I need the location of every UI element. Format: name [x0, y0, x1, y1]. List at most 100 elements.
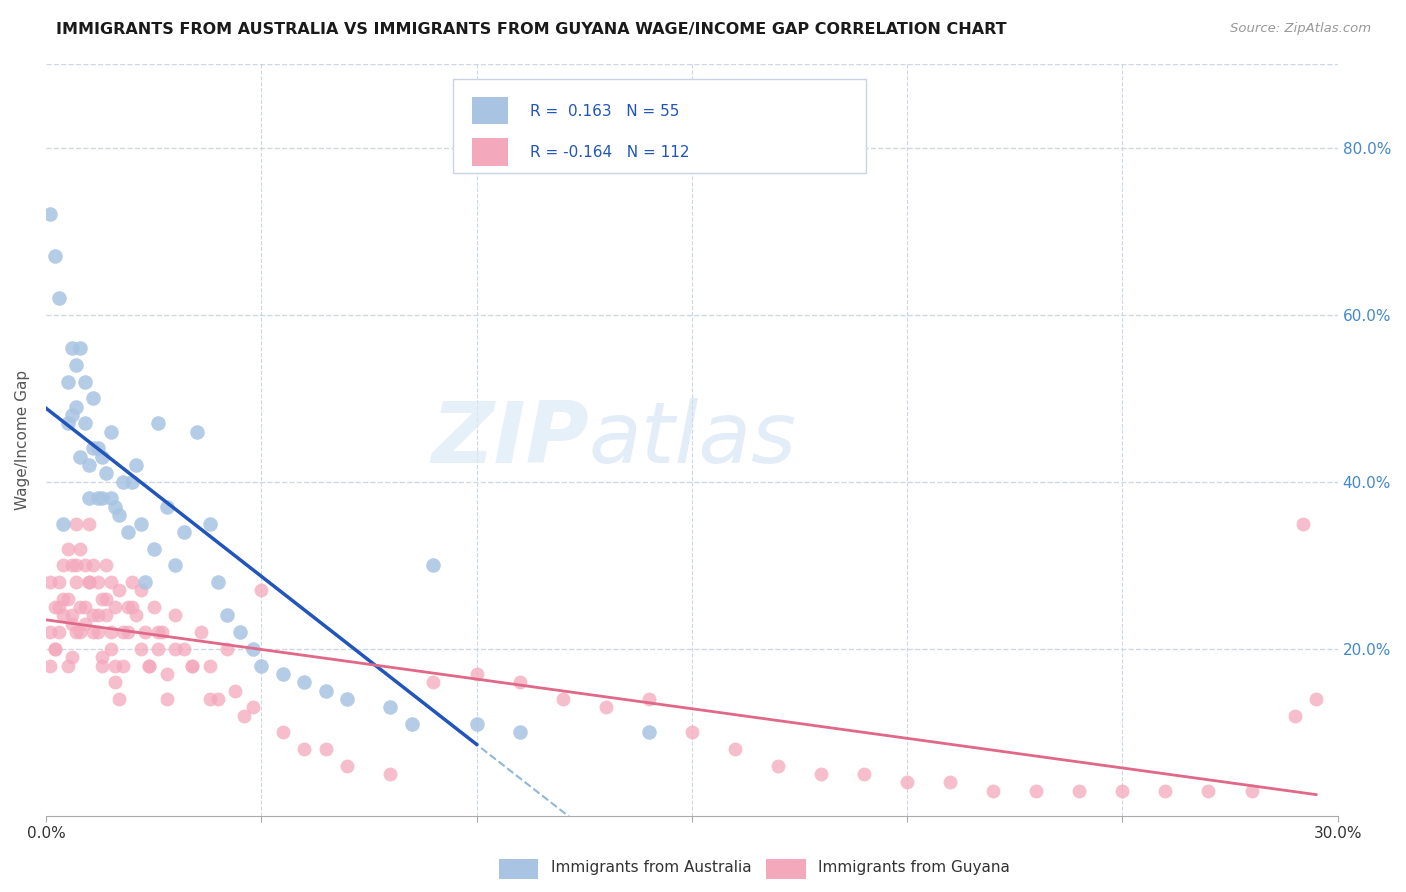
Point: [108, 692, 131, 706]
Point: [65, 400, 87, 414]
Point: [181, 658, 204, 673]
Point: [1292, 516, 1315, 531]
Point: [56, 591, 79, 606]
FancyBboxPatch shape: [472, 138, 509, 166]
Point: [595, 700, 617, 714]
Point: [401, 717, 423, 731]
Point: [69, 450, 91, 464]
FancyBboxPatch shape: [453, 79, 866, 173]
Point: [91, 658, 114, 673]
Point: [65, 358, 87, 372]
Point: [233, 708, 256, 723]
Point: [1305, 692, 1327, 706]
Point: [82, 625, 104, 640]
Text: R = -0.164   N = 112: R = -0.164 N = 112: [530, 145, 690, 160]
Point: [117, 600, 139, 615]
Point: [91, 491, 114, 506]
Point: [336, 692, 359, 706]
Point: [1284, 708, 1306, 723]
Point: [155, 500, 177, 514]
Point: [129, 641, 152, 656]
Point: [155, 692, 177, 706]
Point: [96, 591, 118, 606]
Point: [1111, 784, 1133, 798]
Point: [100, 625, 122, 640]
Point: [1198, 784, 1220, 798]
Point: [242, 641, 264, 656]
Point: [207, 574, 229, 589]
Point: [48, 600, 70, 615]
Point: [91, 591, 114, 606]
Point: [134, 574, 156, 589]
Point: [121, 574, 143, 589]
Point: [39, 207, 62, 221]
Point: [44, 641, 66, 656]
Point: [138, 658, 160, 673]
Point: [69, 625, 91, 640]
Point: [77, 458, 100, 472]
Point: [242, 700, 264, 714]
Point: [73, 558, 96, 573]
FancyBboxPatch shape: [472, 97, 509, 124]
Point: [77, 574, 100, 589]
Point: [198, 516, 221, 531]
Point: [117, 625, 139, 640]
Point: [129, 516, 152, 531]
Point: [56, 658, 79, 673]
Point: [150, 625, 173, 640]
Point: [1069, 784, 1091, 798]
Point: [52, 591, 75, 606]
Point: [250, 658, 273, 673]
Point: [121, 600, 143, 615]
Point: [724, 742, 747, 756]
Point: [637, 692, 659, 706]
Point: [380, 767, 402, 781]
Point: [86, 491, 108, 506]
Point: [336, 758, 359, 772]
Point: [82, 442, 104, 456]
Point: [100, 491, 122, 506]
Point: [155, 666, 177, 681]
Point: [100, 641, 122, 656]
Point: [60, 558, 83, 573]
Point: [104, 658, 127, 673]
Point: [637, 725, 659, 739]
Point: [86, 625, 108, 640]
Point: [125, 608, 148, 623]
Point: [112, 475, 135, 489]
Point: [129, 583, 152, 598]
Point: [509, 725, 531, 739]
Point: [142, 541, 165, 556]
Point: [173, 524, 195, 539]
Point: [315, 683, 337, 698]
Point: [60, 616, 83, 631]
Text: ZIP: ZIP: [430, 399, 589, 482]
Point: [146, 625, 169, 640]
Point: [91, 650, 114, 665]
Point: [207, 692, 229, 706]
Point: [380, 700, 402, 714]
Point: [551, 692, 574, 706]
Point: [146, 641, 169, 656]
Point: [39, 658, 62, 673]
Point: [39, 574, 62, 589]
Point: [60, 608, 83, 623]
Point: [190, 625, 212, 640]
Point: [142, 600, 165, 615]
Point: [896, 775, 918, 789]
Point: [52, 608, 75, 623]
Point: [96, 558, 118, 573]
Text: Immigrants from Guyana: Immigrants from Guyana: [818, 860, 1010, 874]
Point: [86, 574, 108, 589]
Point: [60, 341, 83, 355]
Point: [422, 675, 444, 690]
Point: [1154, 784, 1177, 798]
Point: [69, 341, 91, 355]
Point: [981, 784, 1004, 798]
Point: [65, 558, 87, 573]
Point: [48, 574, 70, 589]
Text: Source: ZipAtlas.com: Source: ZipAtlas.com: [1230, 22, 1371, 36]
Point: [292, 675, 315, 690]
Point: [48, 625, 70, 640]
Point: [681, 725, 703, 739]
